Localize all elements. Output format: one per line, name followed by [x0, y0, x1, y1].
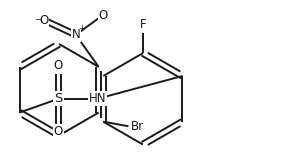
Text: O: O	[54, 126, 63, 138]
Text: −: −	[34, 14, 42, 23]
Text: Br: Br	[131, 120, 144, 133]
Text: S: S	[54, 92, 63, 105]
Text: +: +	[78, 24, 86, 33]
Text: N: N	[71, 28, 80, 41]
Text: O: O	[39, 14, 49, 27]
Text: O: O	[54, 59, 63, 72]
Text: F: F	[140, 18, 146, 31]
Text: HN: HN	[88, 92, 106, 105]
Text: O: O	[98, 9, 108, 22]
